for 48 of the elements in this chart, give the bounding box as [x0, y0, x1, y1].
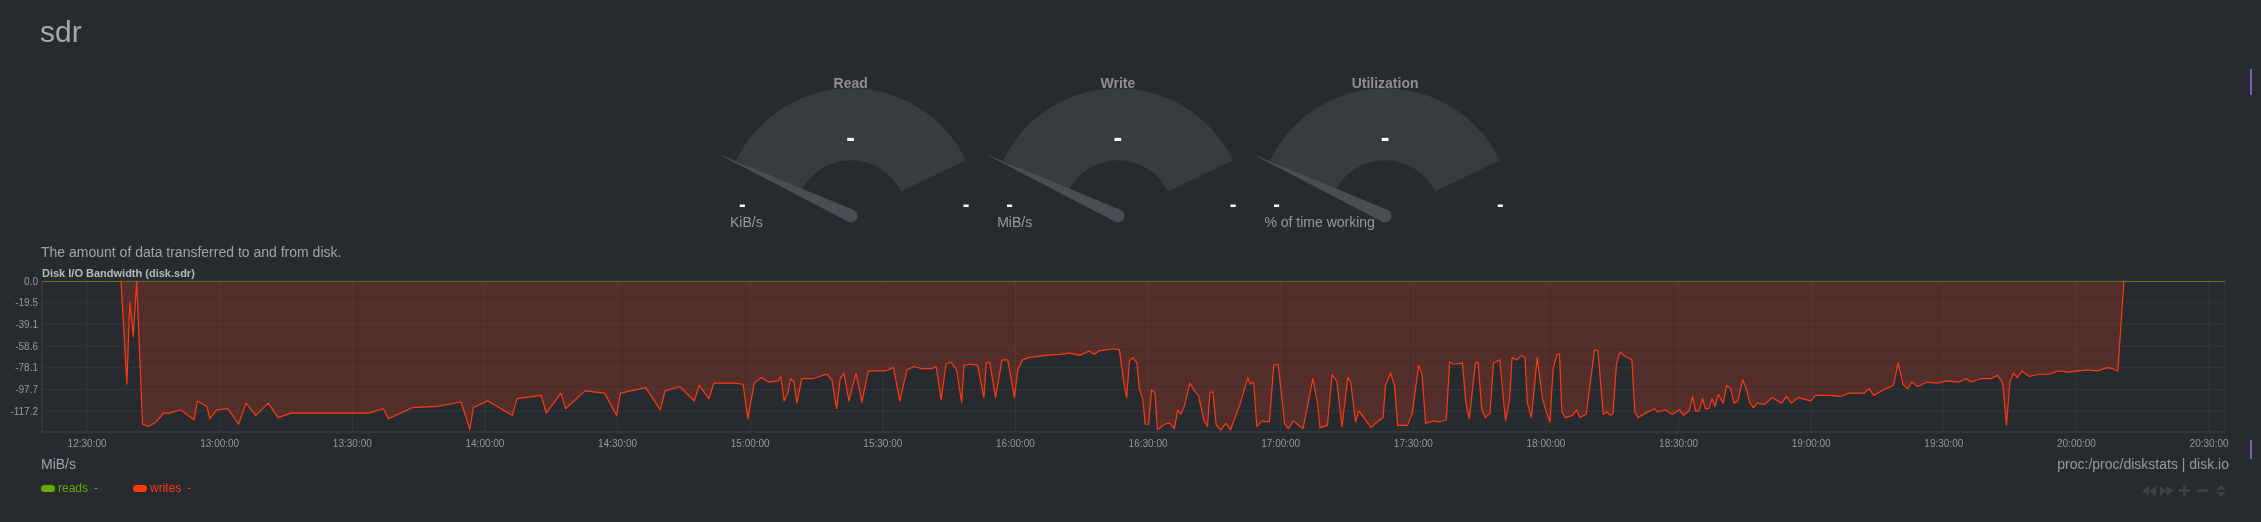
legend-label: writes	[150, 481, 182, 495]
x-tick-label: 16:00:00	[996, 438, 1036, 450]
text: -	[962, 193, 970, 215]
text: -	[1497, 193, 1504, 215]
x-tick-label: 17:00:00	[1261, 438, 1301, 450]
y-tick-label: -19.5	[15, 297, 39, 309]
x-tick-label: 18:30:00	[1659, 438, 1699, 450]
text: -	[94, 481, 99, 495]
x-tick-label: 14:00:00	[465, 438, 505, 450]
x-tick-label: 19:30:00	[1924, 438, 1964, 450]
y-tick-label: -97.7	[15, 384, 39, 396]
chart-subtitle: The amount of data transferred to and from disk.	[41, 244, 342, 260]
text: proc:/proc/diskstats | disk.io	[2057, 456, 2229, 472]
text: -	[1229, 193, 1237, 215]
text: Utilization	[1351, 75, 1419, 91]
text: % of time working	[1264, 214, 1375, 230]
text: MiB/s	[997, 214, 1033, 230]
y-tick-label: 0.0	[24, 275, 39, 287]
text: MiB/s	[41, 456, 76, 472]
text: sdr	[40, 15, 82, 48]
text: Write	[1100, 75, 1136, 91]
x-tick-label: 18:00:00	[1526, 438, 1566, 450]
text: -	[1006, 193, 1013, 215]
text: KiB/s	[729, 214, 763, 230]
x-tick-label: 14:30:00	[598, 438, 638, 450]
x-tick-label: 15:30:00	[863, 438, 903, 450]
x-tick-label: 13:30:00	[332, 438, 373, 450]
x-tick-label: 13:00:00	[200, 438, 240, 450]
text: Read	[833, 75, 868, 91]
x-tick-label: 19:00:00	[1791, 438, 1832, 450]
legend-label: reads	[58, 481, 89, 495]
y-tick-label: -39.1	[15, 318, 39, 330]
x-tick-label: 16:30:00	[1128, 438, 1168, 450]
y-tick-label: -78.1	[15, 362, 39, 374]
text: -	[1113, 122, 1123, 152]
x-tick-label: 15:00:00	[730, 438, 771, 450]
text: -	[1273, 193, 1281, 215]
text: -	[738, 193, 746, 215]
text: -	[1380, 122, 1390, 152]
text: -	[187, 481, 192, 495]
y-tick-label: -117.2	[10, 405, 39, 417]
chart-title: Disk I/O Bandwidth (disk.sdr)	[42, 267, 195, 279]
x-tick-label: 12:30:00	[67, 438, 107, 450]
x-tick-label: 17:30:00	[1393, 438, 1434, 450]
x-tick-label: 20:00:00	[2056, 438, 2097, 450]
y-tick-label: -58.6	[15, 340, 39, 352]
x-tick-label: 20:30:00	[2189, 438, 2229, 450]
text: -	[846, 122, 856, 152]
